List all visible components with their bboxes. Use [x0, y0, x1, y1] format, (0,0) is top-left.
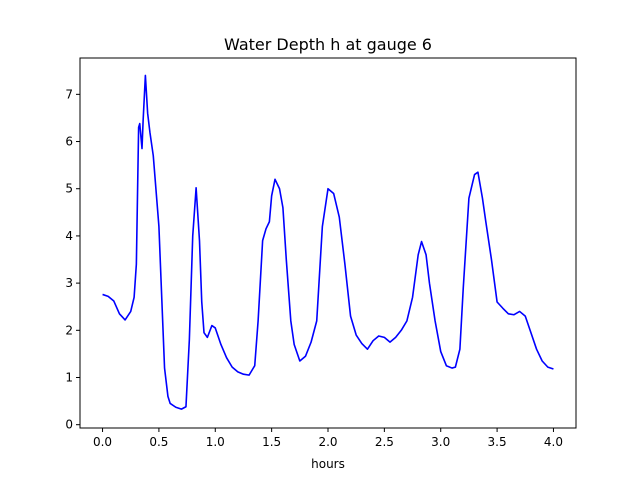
x-tick-label: 3.5 [488, 435, 507, 449]
chart-title: Water Depth h at gauge 6 [224, 35, 432, 54]
series-line-0 [102, 74, 554, 410]
y-tick-label: 4 [65, 229, 73, 243]
x-tick-label: 2.0 [318, 435, 337, 449]
y-tick-label: 6 [65, 135, 73, 149]
y-tick-label: 0 [65, 418, 73, 432]
x-tick-label: 0.0 [93, 435, 112, 449]
y-tick-label: 5 [65, 182, 73, 196]
x-tick-label: 1.5 [262, 435, 281, 449]
y-tick-label: 7 [65, 87, 73, 101]
x-tick-label: 2.5 [375, 435, 394, 449]
y-tick-label: 2 [65, 323, 73, 337]
x-tick-label: 0.5 [149, 435, 168, 449]
x-axis-label: hours [311, 457, 345, 471]
x-tick-label: 1.0 [206, 435, 225, 449]
y-tick-label: 1 [65, 371, 73, 385]
x-tick-label: 3.0 [431, 435, 450, 449]
y-tick-label: 3 [65, 276, 73, 290]
x-tick-label: 4.0 [544, 435, 563, 449]
plot-area [102, 74, 554, 410]
